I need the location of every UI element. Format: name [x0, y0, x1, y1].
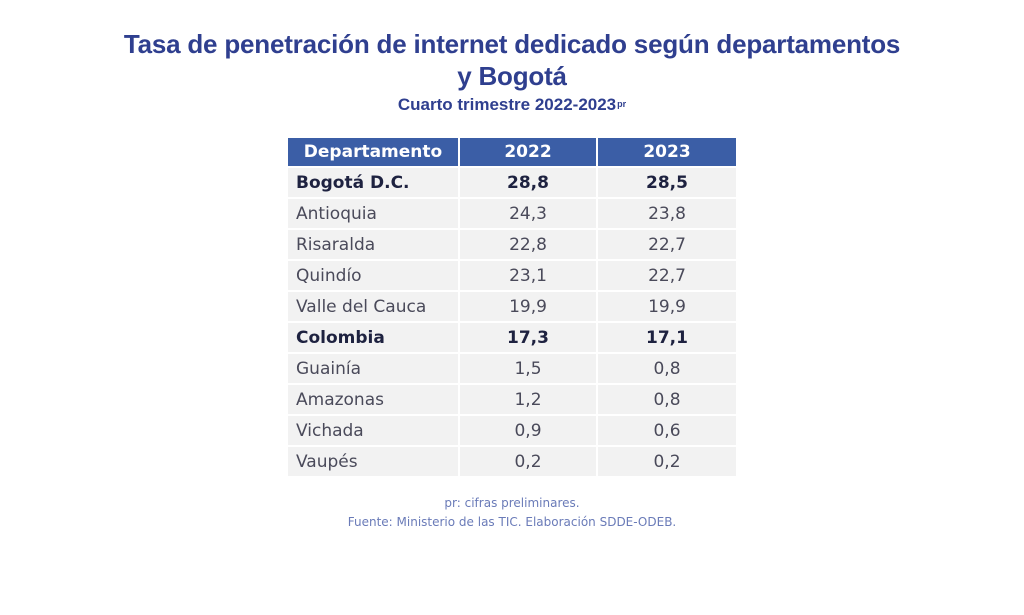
cell-2022: 23,1: [460, 261, 596, 290]
table-row: Guainía 1,5 0,8: [288, 354, 736, 383]
table-row: Antioquia 24,3 23,8: [288, 199, 736, 228]
table-row: Amazonas 1,2 0,8: [288, 385, 736, 414]
cell-2022: 1,5: [460, 354, 596, 383]
cell-departamento: Amazonas: [288, 385, 458, 414]
cell-2022: 0,2: [460, 447, 596, 476]
cell-departamento: Vichada: [288, 416, 458, 445]
table-body: Bogotá D.C. 28,8 28,5 Antioquia 24,3 23,8 Risa…: [288, 168, 736, 476]
cell-2022: 28,8: [460, 168, 596, 197]
chart-title-line1: Tasa de penetración de internet dedicado…: [123, 29, 901, 59]
table-row: Colombia 17,3 17,1: [288, 323, 736, 352]
cell-departamento: Guainía: [288, 354, 458, 383]
cell-2022: 1,2: [460, 385, 596, 414]
cell-2023: 28,5: [598, 168, 736, 197]
subtitle-text: Cuarto trimestre 2022-2023: [397, 95, 617, 114]
chart-subtitle: Cuarto trimestre 2022-2023pr: [0, 94, 1024, 116]
table-row: Risaralda 22,8 22,7: [288, 230, 736, 259]
cell-departamento: Quindío: [288, 261, 458, 290]
cell-2022: 19,9: [460, 292, 596, 321]
cell-2023: 23,8: [598, 199, 736, 228]
cell-2023: 0,8: [598, 385, 736, 414]
column-header-2023: 2023: [598, 138, 736, 166]
cell-2022: 17,3: [460, 323, 596, 352]
cell-2022: 22,8: [460, 230, 596, 259]
subtitle-superscript: pr: [617, 99, 627, 109]
cell-departamento: Colombia: [288, 323, 458, 352]
cell-departamento: Bogotá D.C.: [288, 168, 458, 197]
cell-departamento: Antioquia: [288, 199, 458, 228]
cell-2022: 24,3: [460, 199, 596, 228]
cell-2023: 22,7: [598, 261, 736, 290]
cell-2023: 22,7: [598, 230, 736, 259]
table-row: Quindío 23,1 22,7: [288, 261, 736, 290]
table-row: Vichada 0,9 0,6: [288, 416, 736, 445]
cell-2023: 17,1: [598, 323, 736, 352]
table-row: Vaupés 0,2 0,2: [288, 447, 736, 476]
cell-2022: 0,9: [460, 416, 596, 445]
cell-departamento: Risaralda: [288, 230, 458, 259]
cell-2023: 0,8: [598, 354, 736, 383]
cell-departamento: Valle del Cauca: [288, 292, 458, 321]
preliminary-note: pr: cifras preliminares.: [444, 496, 580, 510]
cell-2023: 0,6: [598, 416, 736, 445]
chart-title-line2: y Bogotá: [457, 61, 567, 91]
source-note: Fuente: Ministerio de las TIC. Elaboraci…: [347, 515, 677, 529]
column-header-departamento: Departamento: [288, 138, 458, 166]
data-table: Departamento 2022 2023 Bogotá D.C. 28,8 28…: [286, 136, 738, 478]
table-row: Valle del Cauca 19,9 19,9: [288, 292, 736, 321]
column-header-2022: 2022: [460, 138, 596, 166]
cell-departamento: Vaupés: [288, 447, 458, 476]
cell-2023: 0,2: [598, 447, 736, 476]
table-header-row: Departamento 2022 2023: [288, 138, 736, 166]
table-row: Bogotá D.C. 28,8 28,5: [288, 168, 736, 197]
cell-2023: 19,9: [598, 292, 736, 321]
